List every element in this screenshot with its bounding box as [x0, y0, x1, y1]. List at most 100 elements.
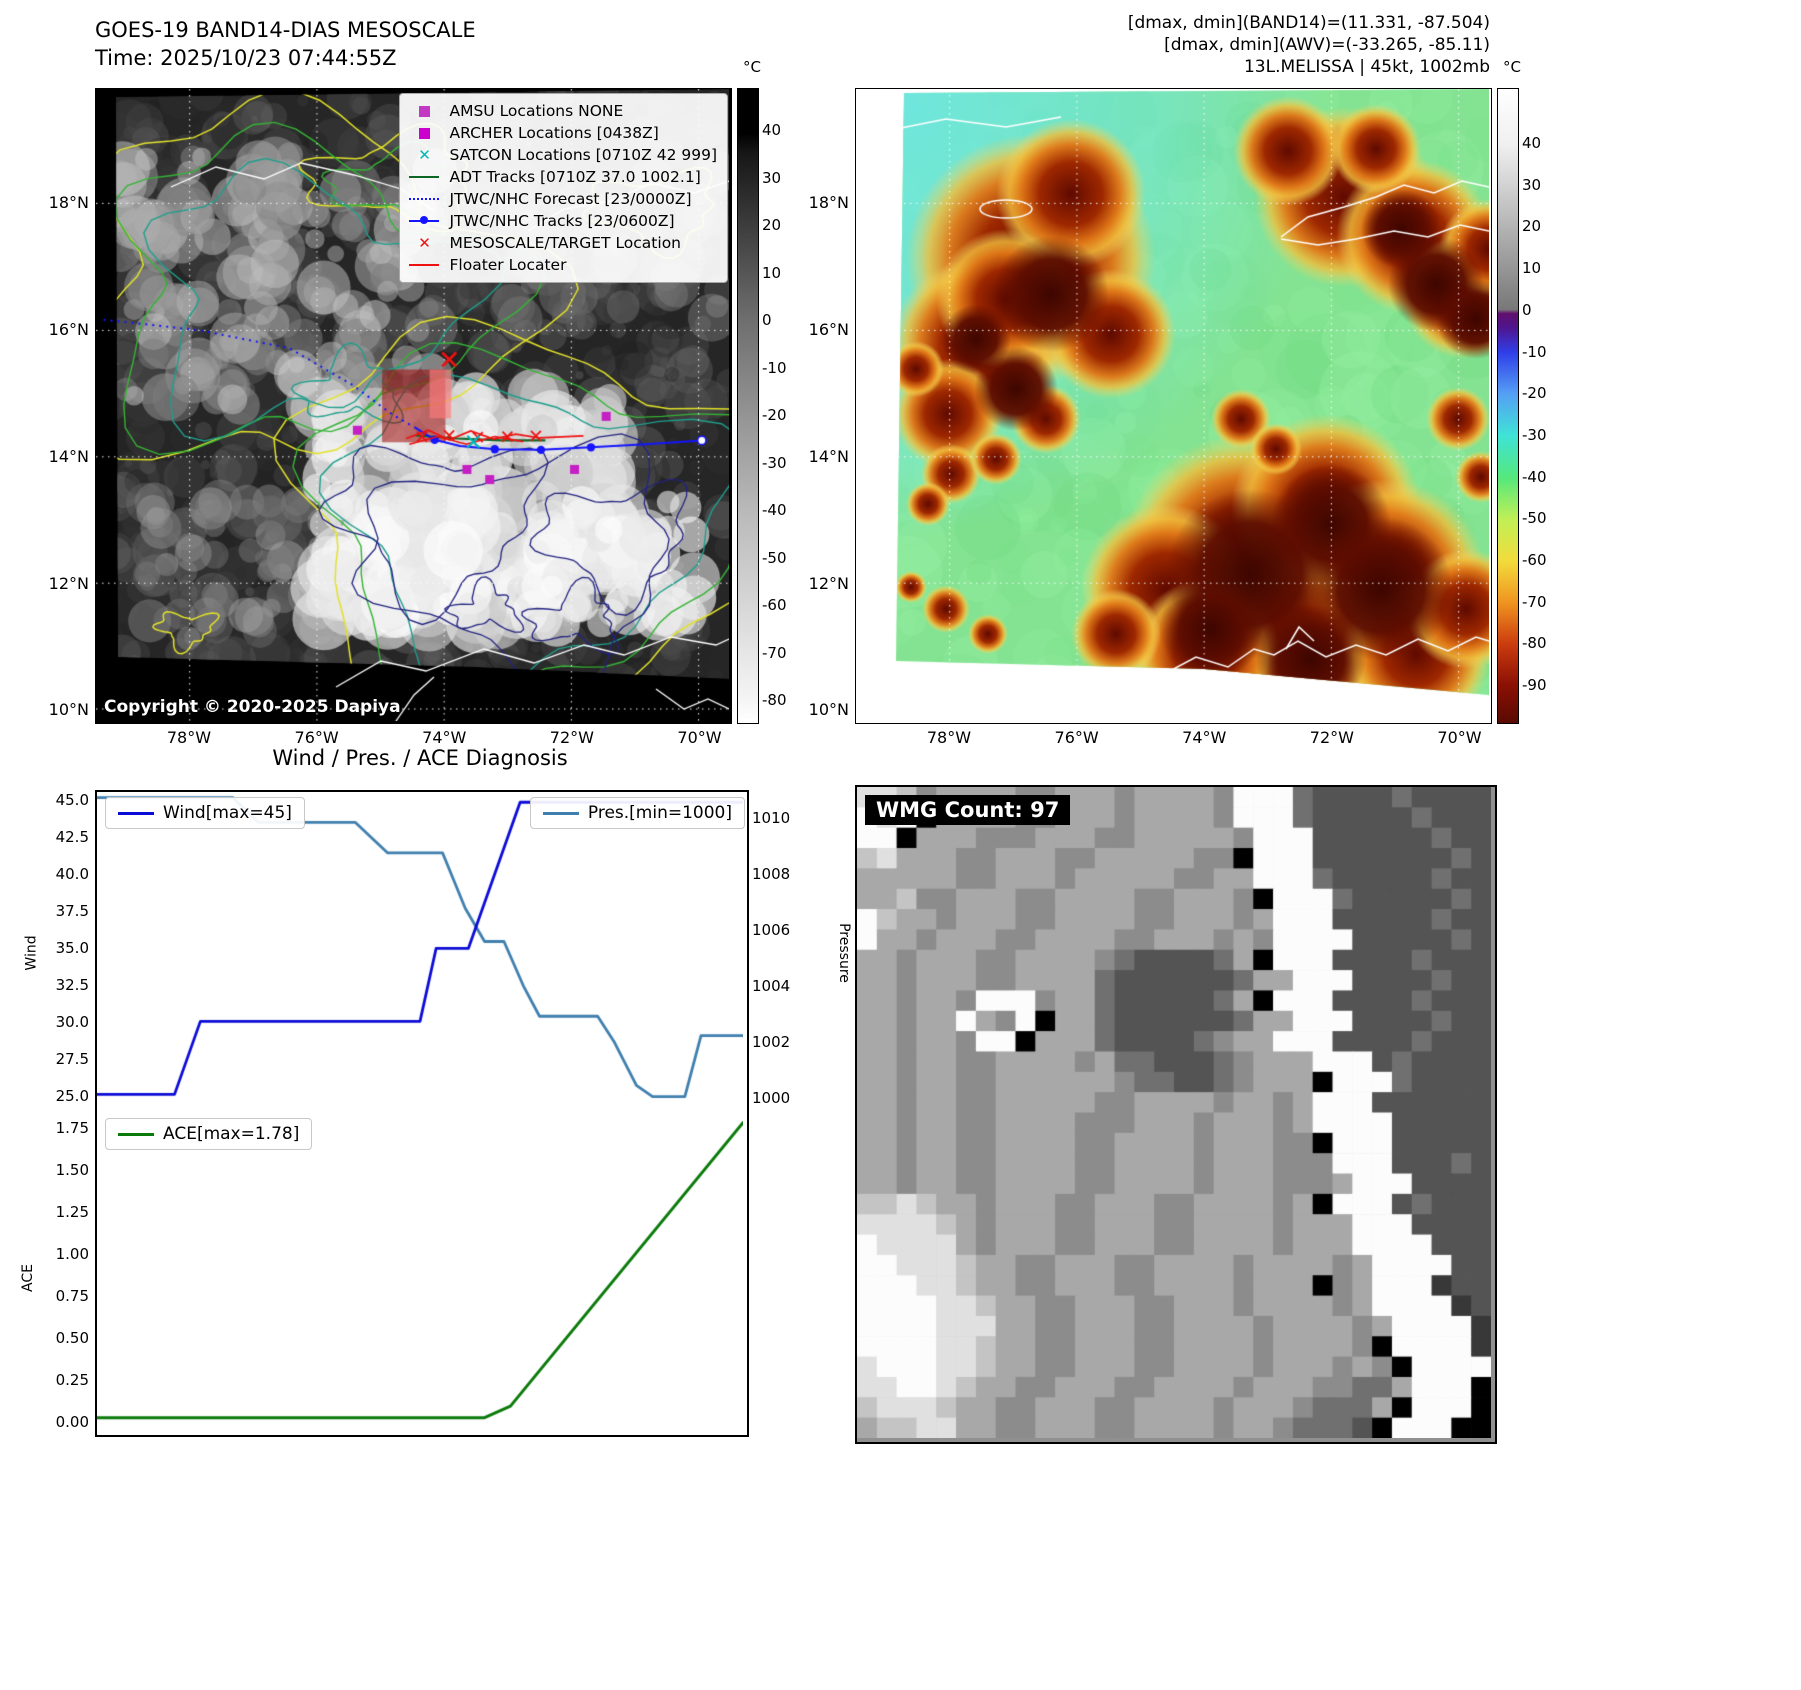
- square-marker-icon: [408, 105, 440, 117]
- band14-lon-tick: 72°W: [549, 728, 594, 747]
- band14-lon-tick: 70°W: [677, 728, 722, 747]
- awv-lat-tick: 14°N: [808, 446, 849, 466]
- wmg-count-label: WMG Count: 97: [865, 795, 1071, 825]
- awv-colorbar-tick: 0: [1522, 300, 1532, 319]
- legend-label: JTWC/NHC Tracks [23/0600Z]: [449, 212, 675, 230]
- band14-colorbar-tick: 40: [762, 121, 782, 139]
- wind-y-tick: 37.5: [55, 902, 89, 921]
- band14-colorbar-tick: 30: [762, 168, 782, 187]
- band14-legend: AMSU Locations NONE ARCHER Locations [043…: [399, 93, 728, 283]
- awv-colorbar-tick: 20: [1522, 217, 1542, 236]
- awv-lon-tick: 70°W: [1437, 728, 1482, 747]
- legend-label: Pres.[min=1000]: [587, 803, 732, 823]
- ace-y-tick: 0.75: [55, 1286, 89, 1305]
- wind-y-tick: 25.0: [55, 1087, 89, 1106]
- awv-lon-tick: 78°W: [926, 728, 972, 747]
- awv-header-line2: [dmax, dmin](AWV)=(-33.265, -85.11): [1164, 35, 1490, 55]
- band14-title: GOES-19 BAND14-DIAS MESOSCALE: [95, 18, 476, 42]
- ace-y-tick: 0.25: [55, 1370, 89, 1389]
- legend-item: Floater Locater: [408, 255, 717, 275]
- band14-colorbar-tick: 20: [762, 216, 782, 234]
- band14-colorbar-tick: 10: [762, 263, 782, 282]
- awv-colorbar: [1497, 88, 1519, 724]
- wind-y-tick: 30.0: [55, 1013, 89, 1032]
- band14-lat-tick: 14°N: [48, 446, 89, 466]
- legend-line-icon: [118, 1132, 154, 1136]
- pressure-y-tick: 1000: [752, 1089, 791, 1108]
- line-marker-icon: [408, 264, 440, 266]
- awv-satellite-image: [856, 89, 1489, 721]
- square-icon: [418, 127, 430, 139]
- awv-colorbar-tick: -60: [1522, 551, 1547, 569]
- awv-lon-tick: 72°W: [1309, 728, 1354, 747]
- band14-lon-tick: 76°W: [294, 728, 339, 747]
- awv-header-block: [dmax, dmin](BAND14)=(11.331, -87.504) […: [890, 12, 1490, 78]
- ace-plot-area: [97, 1111, 743, 1431]
- legend-item: AMSU Locations NONE: [408, 101, 717, 121]
- band14-colorbar-tick: -40: [762, 501, 787, 519]
- legend-item: ARCHER Locations [0438Z]: [408, 123, 717, 143]
- pressure-y-tick: 1004: [752, 977, 791, 996]
- line-dot-marker-icon: [408, 216, 440, 224]
- ace-y-tick: 0.50: [55, 1328, 89, 1347]
- diagnosis-title: Wind / Pres. / ACE Diagnosis: [272, 746, 568, 770]
- square-icon: [418, 105, 430, 117]
- legend-item: JTWC/NHC Forecast [23/0000Z]: [408, 189, 717, 209]
- band14-colorbar-tick: -80: [762, 691, 787, 709]
- wind-y-tick: 45.0: [55, 791, 89, 810]
- awv-colorbar-tick: -50: [1522, 509, 1547, 528]
- x-marker-icon: ✕: [418, 145, 431, 164]
- wind-y-tick: 32.5: [55, 976, 89, 995]
- awv-colorbar-tick: -70: [1522, 592, 1547, 611]
- line-sample-icon: [409, 198, 440, 200]
- awv-lat-tick: 18°N: [808, 192, 849, 212]
- awv-colorbar-tick: -20: [1522, 384, 1547, 403]
- legend-label: AMSU Locations NONE: [449, 102, 624, 120]
- awv-colorbar-tick: 30: [1522, 175, 1542, 194]
- band14-map-panel: AMSU Locations NONE ARCHER Locations [043…: [95, 88, 732, 724]
- wind-y-tick: 27.5: [55, 1050, 89, 1069]
- awv-header-line1: [dmax, dmin](BAND14)=(11.331, -87.504): [1127, 13, 1490, 33]
- awv-colorbar-tick: -80: [1522, 634, 1547, 653]
- dotted-marker-icon: [408, 198, 440, 200]
- wind-y-tick: 35.0: [55, 939, 89, 958]
- wind-pressure-chart: Wind[max=45] Pres.[min=1000]: [95, 790, 749, 1115]
- pressure-y-tick: 1002: [752, 1033, 791, 1052]
- legend-item: JTWC/NHC Tracks [23/0600Z]: [408, 211, 717, 231]
- band14-time: Time: 2025/10/23 07:44:55Z: [95, 46, 397, 70]
- band14-colorbar-tick: -10: [762, 358, 787, 377]
- awv-colorbar-tick: -40: [1522, 467, 1547, 486]
- band14-colorbar-tick: 0: [762, 311, 772, 329]
- band14-colorbar-tick: -60: [762, 596, 787, 614]
- legend-label: SATCON Locations [0710Z 42 999]: [449, 146, 717, 164]
- legend-label: Floater Locater: [449, 256, 567, 274]
- legend-label: ARCHER Locations [0438Z]: [449, 124, 659, 142]
- legend-line-icon: [542, 811, 579, 815]
- band14-lat-tick: 16°N: [48, 320, 89, 340]
- dot-icon: [420, 216, 429, 224]
- ace-y-tick: 1.25: [55, 1202, 89, 1221]
- wmg-panel: WMG Count: 97: [855, 785, 1497, 1444]
- legend-line-icon: [118, 811, 154, 815]
- legend-label: ACE[max=1.78]: [163, 1124, 300, 1144]
- awv-lat-tick: 10°N: [808, 699, 849, 719]
- wind-legend: Wind[max=45]: [105, 797, 305, 829]
- awv-colorbar-tick: 40: [1522, 134, 1542, 152]
- band14-colorbar-tick: -20: [762, 406, 787, 424]
- legend-label: MESOSCALE/TARGET Location: [449, 234, 682, 252]
- legend-item: ✕ SATCON Locations [0710Z 42 999]: [408, 145, 717, 165]
- legend-item: ADT Tracks [0710Z 37.0 1002.1]: [408, 167, 717, 187]
- band14-lon-tick: 78°W: [166, 728, 212, 747]
- ace-y-tick: 1.75: [55, 1118, 89, 1137]
- pressure-y-tick: 1010: [752, 809, 791, 828]
- x-marker-icon: ✕: [418, 233, 431, 252]
- wind-y-tick: 40.0: [55, 865, 89, 884]
- legend-label: ADT Tracks [0710Z 37.0 1002.1]: [449, 168, 701, 186]
- band14-colorbar-tick: -50: [762, 548, 787, 567]
- band14-colorbar-tick: -70: [762, 643, 787, 662]
- pressure-legend: Pres.[min=1000]: [529, 797, 745, 829]
- band14-lat-tick: 12°N: [48, 573, 89, 593]
- band14-colorbar-unit: °C: [743, 58, 761, 76]
- wind-y-tick: 42.5: [55, 828, 89, 847]
